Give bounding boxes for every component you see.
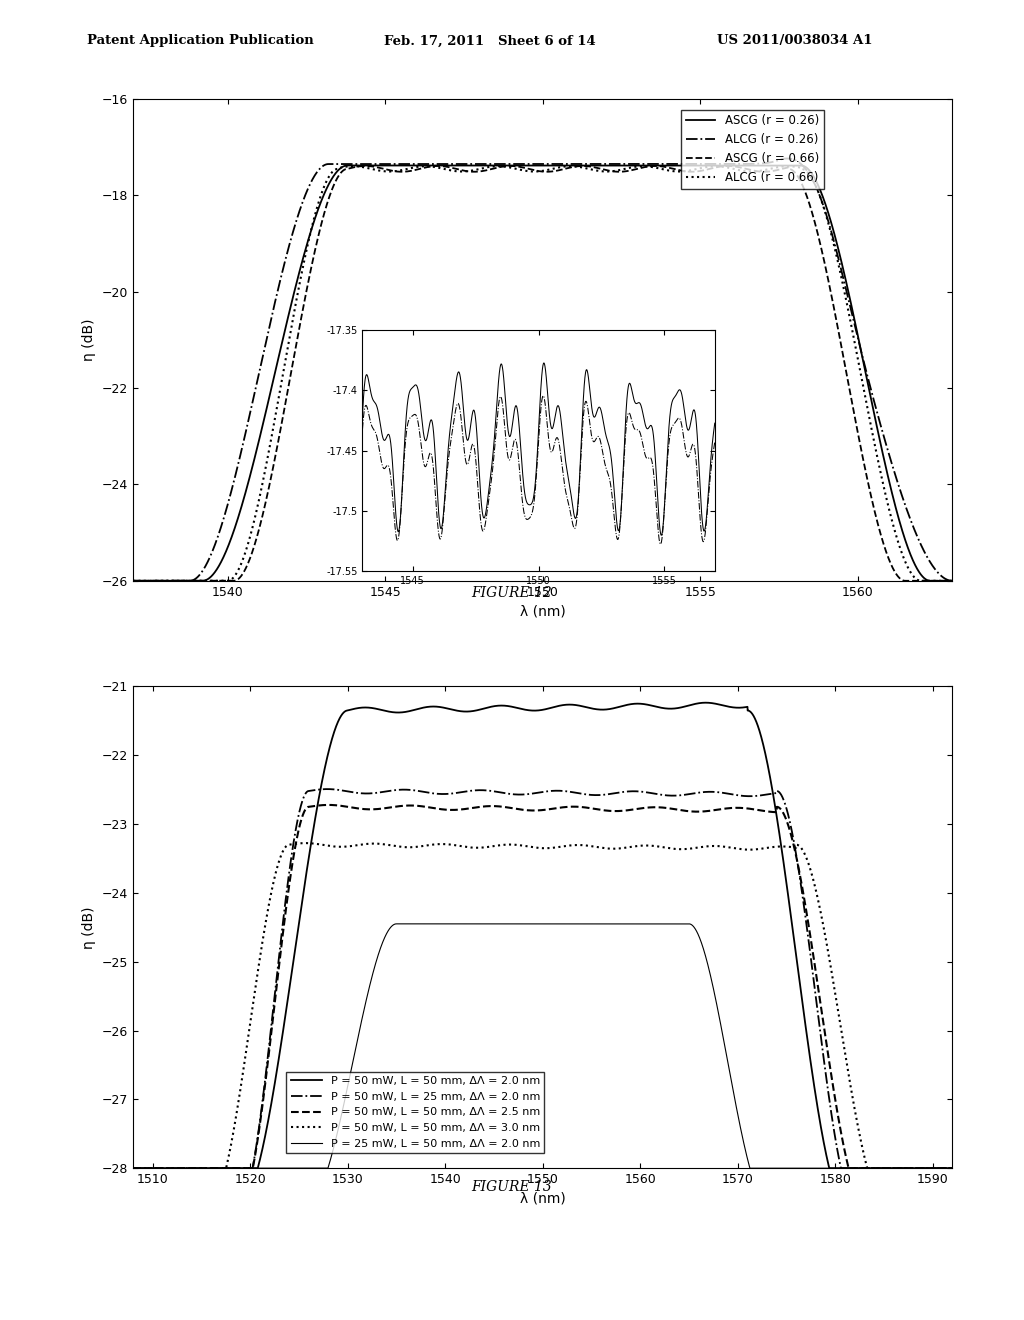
X-axis label: λ (nm): λ (nm) [520,605,565,618]
Y-axis label: η (dB): η (dB) [82,318,96,362]
Text: Patent Application Publication: Patent Application Publication [87,34,313,48]
Text: Feb. 17, 2011   Sheet 6 of 14: Feb. 17, 2011 Sheet 6 of 14 [384,34,596,48]
Y-axis label: η (dB): η (dB) [82,906,96,949]
Text: US 2011/0038034 A1: US 2011/0038034 A1 [717,34,872,48]
Text: FIGURE 12: FIGURE 12 [472,586,552,599]
Text: FIGURE 13: FIGURE 13 [472,1180,552,1193]
Legend: P = 50 mW, L = 50 mm, ΔΛ = 2.0 nm, P = 50 mW, L = 25 mm, ΔΛ = 2.0 nm, P = 50 mW,: P = 50 mW, L = 50 mm, ΔΛ = 2.0 nm, P = 5… [286,1072,545,1152]
X-axis label: λ (nm): λ (nm) [520,1192,565,1205]
Legend: ASCG (r = 0.26), ALCG (r = 0.26), ASCG (r = 0.66), ALCG (r = 0.66): ASCG (r = 0.26), ALCG (r = 0.26), ASCG (… [681,110,823,189]
